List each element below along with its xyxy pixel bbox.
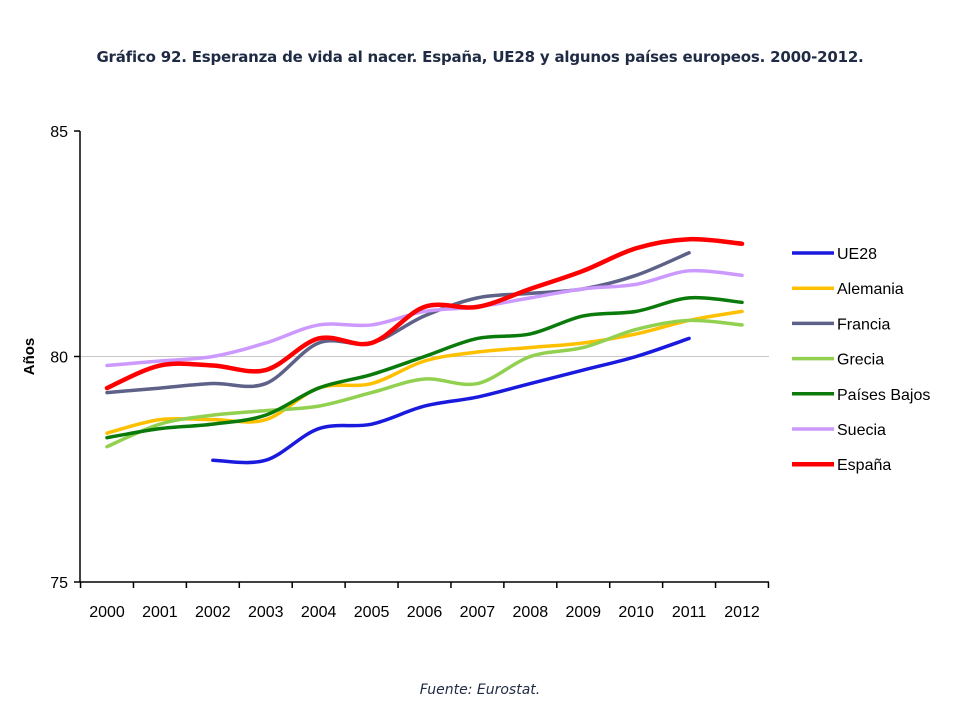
source-note: Fuente: Eurostat.: [419, 682, 541, 698]
x-tick-label-2001: 2001: [142, 604, 178, 621]
legend-label-ue28: UE28: [837, 246, 877, 263]
x-tick-label-2003: 2003: [248, 604, 284, 621]
x-tick-label-2005: 2005: [354, 604, 390, 621]
x-tick-label-2008: 2008: [513, 604, 549, 621]
x-tick-label-2010: 2010: [618, 604, 654, 621]
series-line-alemania: [105, 309, 744, 435]
legend-label-grecia: Grecia: [837, 352, 884, 369]
x-tick-label-2012: 2012: [724, 604, 760, 621]
chart-title: Gráfico 92. Esperanza de vida al nacer. …: [96, 48, 864, 66]
x-tick-label-2011: 2011: [672, 604, 707, 621]
series-line-españa: [104, 236, 745, 391]
x-tick-label-2007: 2007: [460, 604, 496, 621]
x-tick-label-2006: 2006: [407, 604, 443, 621]
series-line-suecia: [105, 268, 744, 368]
y-tick-label-85: 85: [50, 124, 68, 141]
legend-label-francia: Francia: [837, 316, 890, 333]
y-axis-label: Años: [21, 338, 38, 376]
legend-label-alemania: Alemania: [837, 281, 904, 298]
y-tick-label-75: 75: [50, 575, 68, 592]
y-tick-label-80: 80: [50, 350, 68, 367]
x-tick-label-2004: 2004: [301, 604, 337, 621]
legend-label-suecia: Suecia: [837, 422, 886, 439]
series-line-ue28: [211, 336, 691, 465]
x-tick-label-2002: 2002: [195, 604, 231, 621]
x-tick-label-2000: 2000: [89, 604, 125, 621]
legend-label-países-bajos: Países Bajos: [837, 387, 930, 404]
series-line-grecia: [105, 318, 744, 449]
legend-label-españa: España: [837, 457, 891, 474]
x-tick-label-2009: 2009: [565, 604, 601, 621]
series-line-países-bajos: [105, 295, 744, 440]
